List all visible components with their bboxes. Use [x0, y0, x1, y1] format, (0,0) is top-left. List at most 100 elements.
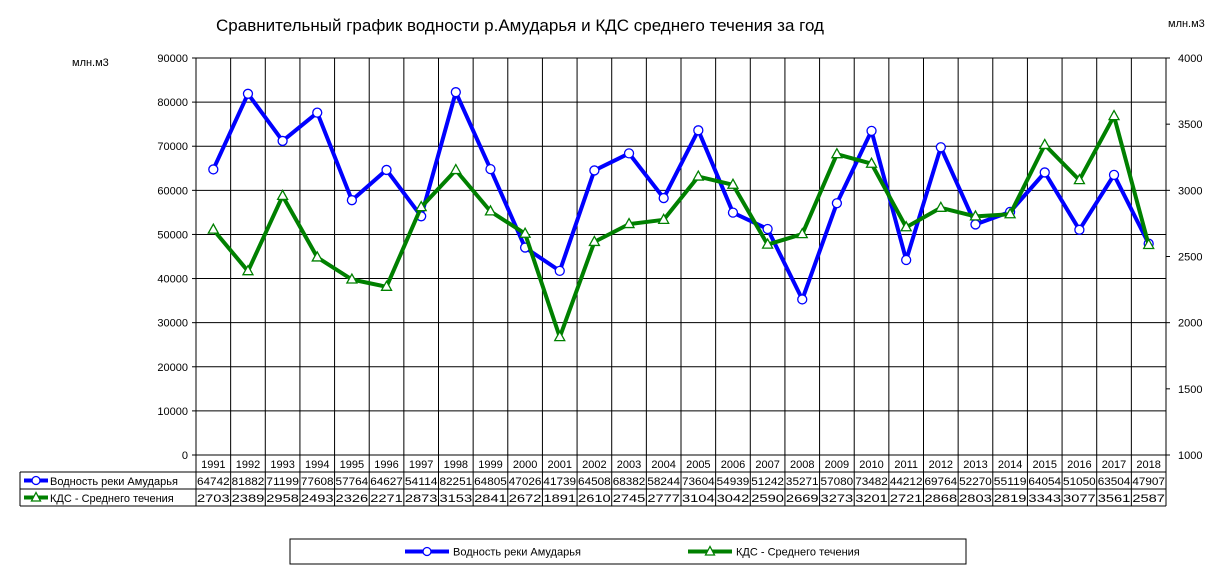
series-2-point [865, 156, 878, 168]
series-1-point [658, 192, 669, 204]
series-2-point [553, 330, 566, 342]
left-tick-label: 50000 [157, 229, 188, 241]
category-label: 2005 [686, 459, 710, 471]
series-2-point [900, 220, 913, 232]
legend-item-1: Водность реки Амударья [405, 547, 581, 559]
right-tick: 1000 [1166, 450, 1202, 462]
series-1-point [589, 165, 600, 176]
series-2-point [1107, 109, 1121, 121]
table-cell: 2777 [647, 493, 680, 505]
series-2-point [1004, 207, 1017, 219]
table-cell: 64742 [197, 476, 230, 488]
series-2-point [241, 264, 255, 276]
category-label: 2017 [1102, 459, 1126, 471]
legend: Водность реки Амударья КДС - Среднего теч… [289, 538, 967, 565]
series-2-point [969, 209, 982, 221]
right-tick-label: 3000 [1178, 185, 1202, 197]
left-axis-ticks: 0 10000 20000 30000 40000 50000 60000 70000 8000… [157, 53, 196, 462]
series-1-point [693, 125, 704, 136]
left-tick: 70000 [157, 141, 196, 153]
left-tick-label: 30000 [157, 318, 188, 330]
left-tick-label: 70000 [157, 141, 188, 153]
table-cell: 2587 [1132, 493, 1165, 505]
series-1-point [381, 164, 392, 176]
left-tick: 40000 [157, 274, 196, 286]
series-2-point [311, 250, 324, 262]
right-tick-label: 4000 [1178, 53, 1202, 65]
table-cell: 3561 [1098, 493, 1131, 505]
category-label: 2007 [755, 459, 779, 471]
table-cell: 47907 [1132, 476, 1165, 488]
legend-box [289, 538, 967, 565]
table-cell: 64805 [474, 476, 507, 488]
category-label: 2006 [721, 459, 745, 471]
table-legend-marker [30, 491, 42, 502]
right-tick-label: 2000 [1178, 318, 1202, 330]
series-2-point [622, 217, 636, 229]
left-tick-label: 0 [182, 450, 188, 462]
table-cell: 3201 [855, 493, 888, 505]
chart-title: Сравнительный график водности р.Амударья… [216, 16, 824, 35]
series-1-point [1108, 169, 1120, 181]
left-tick: 30000 [157, 318, 196, 330]
category-label: 1993 [270, 459, 294, 471]
table-cell: 47026 [509, 476, 542, 488]
series-2-point [415, 200, 428, 212]
table-cell: 63504 [1098, 476, 1131, 488]
series-2-point [484, 204, 497, 216]
category-label: 1992 [236, 459, 260, 471]
series-2-point [449, 163, 462, 175]
table-cell: 2590 [751, 493, 784, 505]
table-cell: 2958 [266, 493, 299, 505]
series-1-line [211, 90, 1151, 302]
series-1-point [797, 294, 808, 305]
category-label: 2009 [825, 459, 849, 471]
table-cell: 2271 [370, 493, 403, 505]
series-1-point [1074, 224, 1085, 235]
left-axis-label: млн.м3 [72, 57, 109, 69]
left-tick: 20000 [157, 362, 196, 374]
left-tick-label: 90000 [157, 53, 188, 65]
left-tick: 90000 [157, 53, 196, 65]
table-cell: 73604 [682, 476, 715, 488]
table-cell: 54939 [717, 476, 750, 488]
table-cell: 55119 [994, 476, 1027, 488]
series-2-point [761, 237, 774, 249]
category-label: 2002 [582, 459, 606, 471]
left-tick: 50000 [157, 229, 196, 241]
table-cell: 2745 [613, 493, 646, 505]
category-label: 2016 [1067, 459, 1091, 471]
series-1-point [866, 125, 877, 137]
table-cell: 3153 [440, 493, 473, 505]
table-cell: 57080 [821, 476, 854, 488]
category-label: 2012 [929, 459, 953, 471]
series-layer [207, 87, 1155, 342]
category-label: 2000 [513, 459, 537, 471]
category-label: 2008 [790, 459, 814, 471]
table-cell: 64627 [370, 476, 403, 488]
table-cell: 2868 [925, 493, 958, 505]
data-table: 1991 1992 1993 1994 1995 1996 1997 1998 1999 2000… [19, 454, 1167, 507]
table-cell: 35271 [786, 476, 819, 488]
right-tick: 2000 [1166, 318, 1202, 330]
table-cell: 64054 [1028, 476, 1061, 488]
table-cell: 54114 [405, 476, 438, 488]
legend-marker [422, 546, 432, 557]
series-2-line [211, 114, 1151, 340]
series-2 [207, 109, 1155, 342]
left-tick-label: 60000 [157, 185, 188, 197]
right-tick: 4000 [1166, 53, 1202, 65]
table-cell: 2389 [232, 493, 265, 505]
left-tick: 80000 [157, 97, 196, 109]
table-cell: 58244 [647, 476, 680, 488]
series-1-point [762, 223, 773, 235]
table-cell: 77608 [301, 476, 334, 488]
table-cell: 2703 [197, 493, 230, 505]
right-axis-ticks: 1000 1500 2000 2500 3000 3500 4000 [1166, 53, 1202, 462]
table-cell: 52270 [959, 476, 992, 488]
table-cell: 69764 [925, 476, 958, 488]
table-cell: 2721 [890, 493, 923, 505]
series-2-point [692, 169, 705, 181]
table-cell: 73482 [855, 476, 888, 488]
series-1-point [831, 198, 843, 209]
